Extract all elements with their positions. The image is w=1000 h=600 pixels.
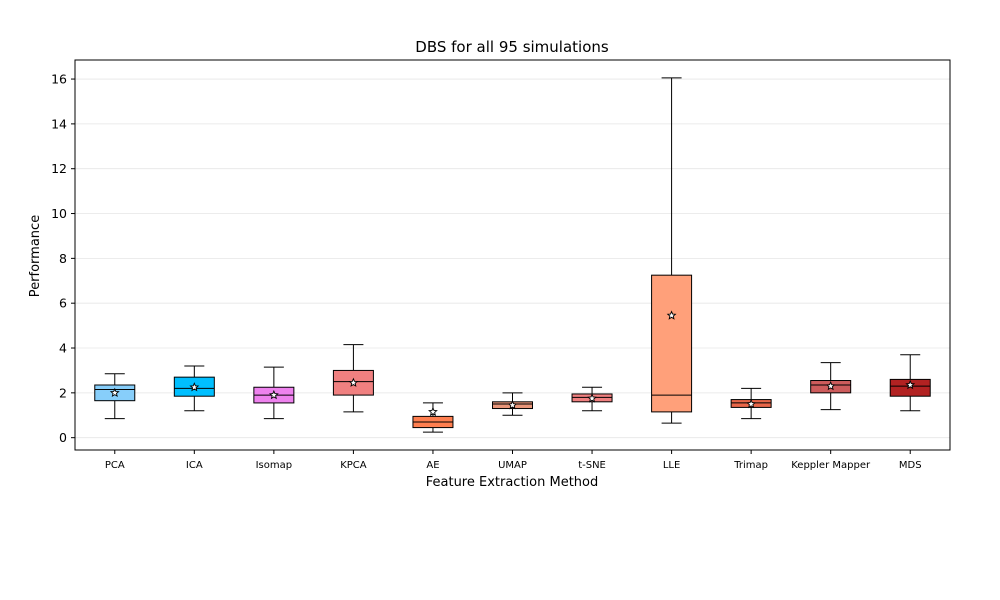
mean-marker [428, 406, 438, 417]
mean-marker [268, 389, 279, 400]
mean-marker [666, 310, 677, 320]
x-tick-label: t-SNE [578, 460, 606, 471]
x-tick-label: MDS [899, 460, 922, 471]
y-tick-label: 14 [51, 116, 67, 131]
y-tick-label: 10 [51, 206, 67, 221]
iqr-box [651, 274, 693, 413]
axis-layer: 0 2 4 6 8 10 12 14 16 PCA ICA Isomap KPCA AE UMAP t-SNE… [51, 59, 951, 471]
x-tick-label: PCA [105, 460, 125, 471]
y-tick-label: 8 [59, 251, 67, 266]
x-axis-label: Feature Extraction Method [426, 475, 599, 490]
x-tick-label: UMAP [498, 460, 527, 471]
grid-layer [75, 78, 950, 439]
box-kpca [332, 344, 374, 413]
mean-marker [507, 399, 518, 410]
mean-marker [348, 377, 359, 387]
iqr-box [889, 378, 931, 397]
box-keppler-mapper [810, 362, 852, 411]
y-tick-label: 6 [59, 296, 67, 311]
box-ica [173, 365, 215, 412]
y-tick-label: 16 [51, 72, 67, 87]
y-tick-label: 12 [51, 161, 67, 176]
box-ae [412, 402, 454, 433]
y-axis-label: Performance [28, 215, 43, 297]
plot-frame [74, 59, 951, 451]
x-tick-label: ICA [186, 460, 203, 471]
x-tick-label: Isomap [256, 460, 293, 471]
box-umap [492, 392, 533, 416]
x-tick-label: AE [426, 460, 439, 471]
x-tick-label: LLE [663, 460, 680, 471]
box-t-sne [571, 386, 613, 412]
box-isomap [253, 366, 295, 420]
box-mds [889, 354, 931, 412]
mean-marker [825, 380, 836, 391]
box-layer [94, 77, 931, 433]
box-trimap [730, 387, 772, 420]
mean-marker [109, 387, 120, 398]
x-tick-label: Trimap [733, 460, 768, 471]
y-tick-label: 4 [59, 341, 67, 356]
mean-marker [905, 379, 916, 390]
box-pca [94, 373, 136, 420]
y-tick-label: 0 [59, 430, 67, 445]
mean-marker [587, 393, 597, 403]
x-tick-label: KPCA [340, 460, 367, 471]
mean-marker [189, 382, 200, 392]
mean-marker [746, 398, 757, 409]
x-tick-label: Keppler Mapper [791, 460, 871, 471]
y-tick-label: 2 [59, 385, 67, 400]
chart-title: DBS for all 95 simulations [415, 38, 609, 56]
box-lle [651, 77, 693, 424]
